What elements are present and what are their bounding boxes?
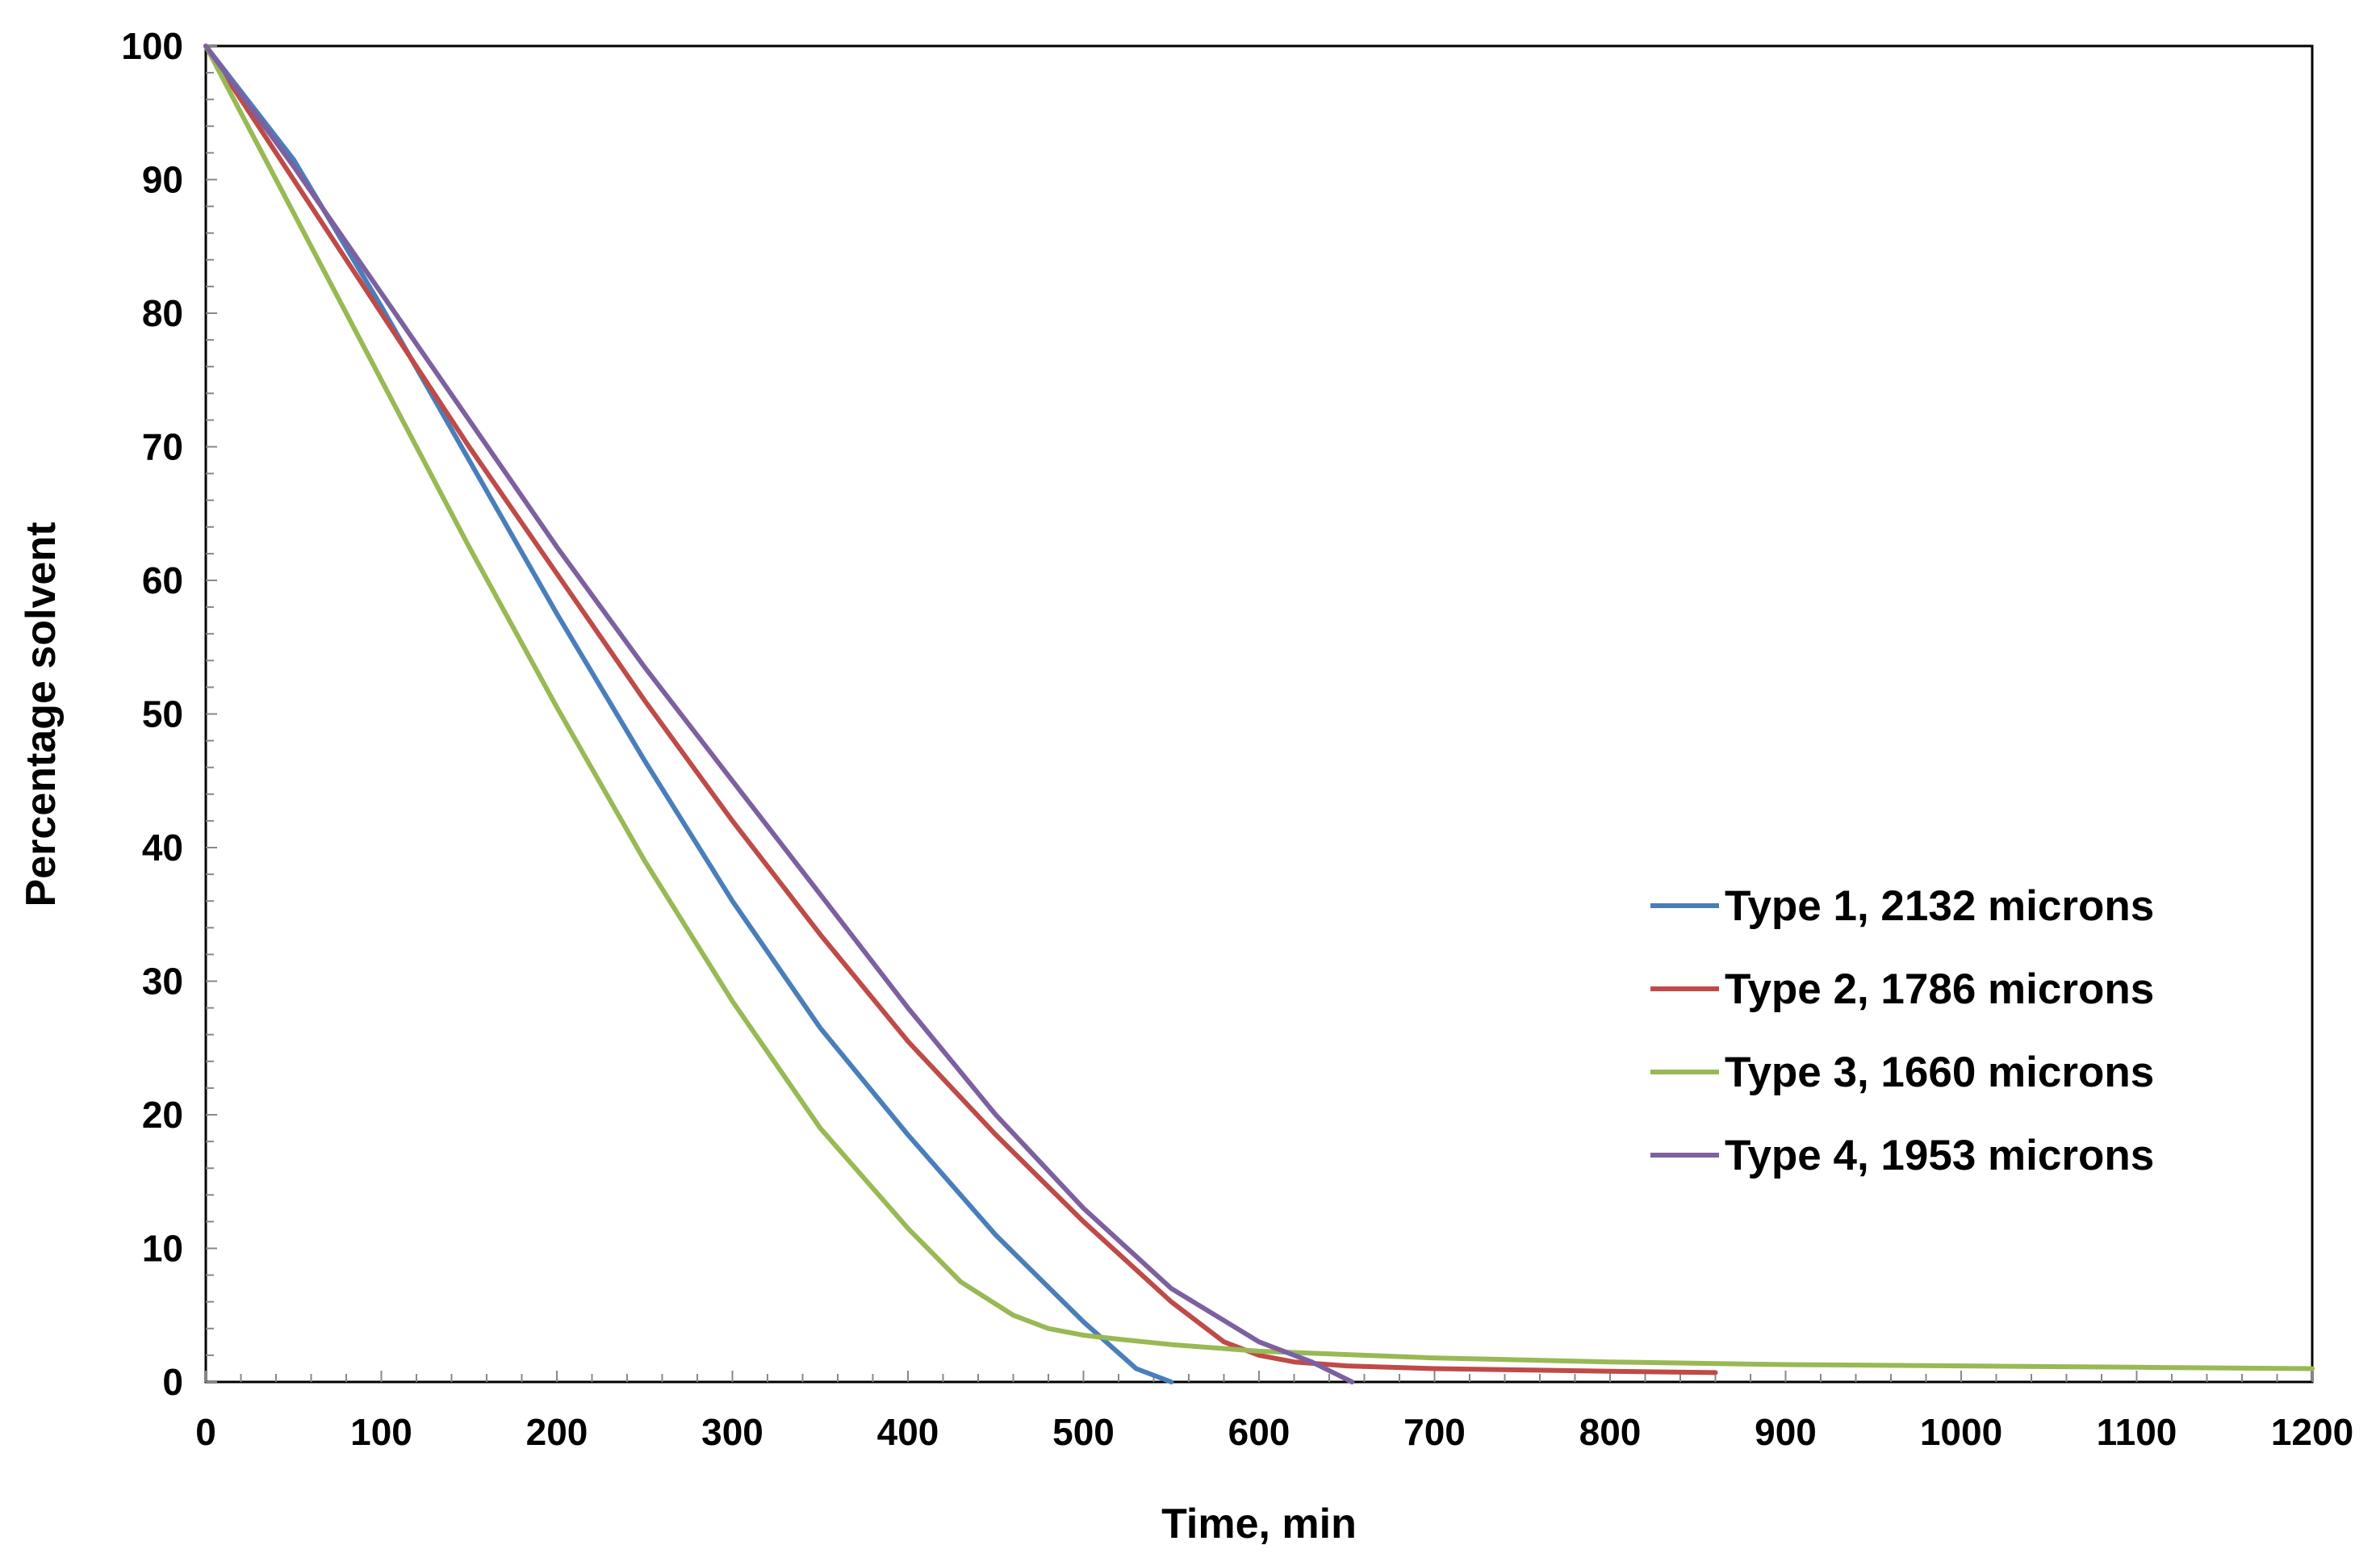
- x-tick-label: 300: [701, 1411, 763, 1453]
- y-tick-label: 70: [142, 426, 183, 468]
- x-tick-label: 600: [1228, 1411, 1290, 1453]
- series-line-type-3: [203, 44, 2315, 1371]
- series-lines: [203, 44, 2315, 1384]
- x-tick-label: 0: [195, 1411, 216, 1453]
- x-tick-label: 100: [350, 1411, 412, 1453]
- x-tick-label: 800: [1579, 1411, 1642, 1453]
- y-tick-label: 10: [142, 1228, 183, 1270]
- minor-ticks: [205, 45, 2313, 1383]
- legend: Type 1, 2132 microns Type 2, 1786 microns…: [1650, 882, 2154, 1179]
- y-axis-title: Percentage solvent: [18, 522, 65, 907]
- y-tick-label: 90: [142, 159, 183, 201]
- y-tick-label: 100: [121, 25, 183, 67]
- y-tick-label: 50: [142, 693, 183, 735]
- legend-label: Type 3, 1660 microns: [1725, 1049, 2154, 1096]
- legend-label: Type 2, 1786 microns: [1725, 965, 2154, 1013]
- y-tick-label: 80: [142, 292, 183, 334]
- y-tick-label: 30: [142, 961, 183, 1003]
- x-tick-label: 700: [1403, 1411, 1466, 1453]
- x-tick-label: 200: [526, 1411, 588, 1453]
- legend-label: Type 1, 2132 microns: [1725, 882, 2154, 930]
- series-line-type-4: [203, 44, 1355, 1384]
- x-tick-label: 400: [877, 1411, 939, 1453]
- x-axis-title: Time, min: [1161, 1501, 1357, 1547]
- y-tick-label: 40: [142, 827, 183, 869]
- plot-area: [204, 44, 2314, 1384]
- series-line-type-2: [203, 44, 1718, 1375]
- x-tick-label: 1100: [2097, 1411, 2177, 1453]
- x-tick-labels: 0 100 200 300 400 500 600 700 800 900 1000 1100 1200: [195, 1411, 2353, 1453]
- y-tick-labels: 0 10 20 30 40 50 60 70 80 90 100: [121, 25, 183, 1403]
- x-tick-label: 500: [1052, 1411, 1115, 1453]
- series-line-type-1: [203, 44, 1174, 1384]
- x-tick-label: 1000: [1920, 1411, 2002, 1453]
- y-tick-label: 20: [142, 1094, 183, 1136]
- x-tick-label: 1200: [2271, 1411, 2353, 1453]
- y-tick-label: 60: [142, 559, 183, 601]
- y-tick-label: 0: [162, 1361, 183, 1403]
- legend-label: Type 4, 1953 microns: [1725, 1132, 2154, 1179]
- x-tick-label: 900: [1755, 1411, 1817, 1453]
